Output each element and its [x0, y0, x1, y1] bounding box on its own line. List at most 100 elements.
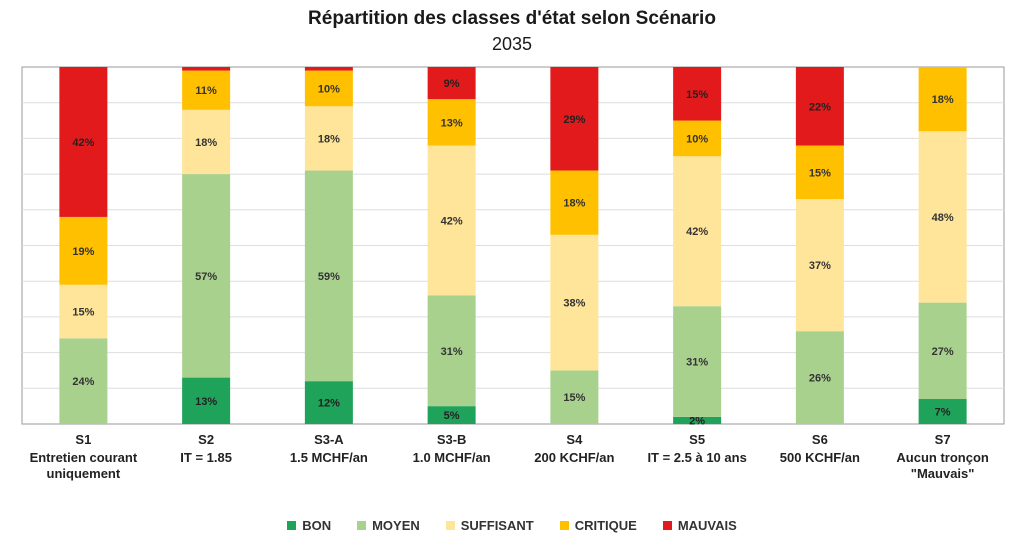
category-desc-s3-a: 1.5 MCHF/an [290, 450, 368, 465]
bar-segment-moyen-s4 [550, 370, 599, 424]
bar-segment-moyen-s7 [918, 302, 967, 400]
category-desc-s7: Aucun tronçon [896, 450, 988, 465]
bar-segment-critique-s5 [673, 120, 722, 157]
data-label-mauvais-s3-b: 9% [444, 78, 460, 90]
legend-item-critique: CRITIQUE [559, 518, 637, 533]
bar-segment-suffisant-s3-b [427, 145, 476, 296]
bar-segment-critique-s2 [182, 70, 231, 110]
category-desc-s4: 200 KCHF/an [534, 450, 614, 465]
bar-segment-mauvais-s3-b [427, 67, 476, 100]
data-label-suffisant-s3-a: 18% [318, 133, 340, 145]
legend-label: MOYEN [372, 518, 420, 533]
bar-segment-suffisant-s7 [918, 131, 967, 303]
legend-item-moyen: MOYEN [357, 518, 420, 533]
legend-label: SUFFISANT [460, 518, 534, 533]
chart-title: Répartition des classes d'état selon Scé… [308, 8, 716, 29]
data-label-suffisant-s1: 15% [72, 307, 94, 319]
data-label-moyen-s1: 24% [72, 376, 94, 388]
category-code-s7: S7 [935, 432, 951, 447]
bar-segment-bon-s3-b [427, 406, 476, 424]
category-desc-s1: Entretien courant [30, 450, 138, 465]
chart-subtitle: 2035 [491, 34, 533, 54]
data-label-suffisant-s2: 18% [195, 137, 217, 149]
bar-segment-suffisant-s5 [673, 156, 722, 307]
category-code-s3-a: S3-A [314, 432, 344, 447]
data-label-critique-s1: 19% [72, 246, 94, 258]
bar-segment-mauvais-s4 [550, 67, 599, 171]
data-label-moyen-s2: 57% [195, 271, 217, 283]
legend-swatch [445, 521, 455, 530]
bar-segment-moyen-s3-a [304, 170, 353, 382]
legend-item-bon: BON [287, 518, 331, 533]
legend-label: MAUVAIS [677, 518, 737, 533]
category-desc-s3-b: 1.0 MCHF/an [413, 450, 491, 465]
bar-segment-suffisant-s6 [795, 199, 844, 332]
category-code-s2: S2 [198, 432, 214, 447]
bar-segment-critique-s6 [795, 145, 844, 200]
category-desc-s7: "Mauvais" [911, 466, 975, 481]
data-label-mauvais-s1: 42% [72, 137, 94, 149]
data-label-moyen-s7: 27% [932, 346, 954, 358]
bar-segment-moyen-s2 [182, 174, 231, 378]
stacked-bar-chart: 24% 15% 19% 42% S1 Entretien courantuniquemen… [21, 66, 1005, 481]
bar-segment-bon-s2 [182, 377, 231, 424]
legend-swatch [559, 521, 569, 530]
bar-segment-mauvais-s5 [673, 67, 722, 121]
bar-segment-critique-s4 [550, 170, 599, 235]
data-label-suffisant-s5: 42% [686, 226, 708, 238]
data-label-moyen-s3-b: 31% [441, 346, 463, 358]
bar-segment-mauvais-s1 [59, 67, 108, 217]
bar-segment-moyen-s5 [673, 306, 722, 417]
bar-segment-moyen-s6 [795, 331, 844, 424]
data-label-suffisant-s3-b: 42% [441, 216, 463, 228]
data-label-bon-s5: 2% [689, 415, 705, 427]
data-label-critique-s3-a: 10% [318, 83, 340, 95]
data-label-critique-s2: 11% [195, 85, 217, 97]
bar-segment-critique-s7 [918, 67, 967, 132]
category-desc-s5: IT = 2.5 à 10 ans [647, 450, 746, 465]
bar-segment-bon-s3-a [304, 381, 353, 424]
bar-segment-moyen-s3-b [427, 295, 476, 407]
bar-segment-suffisant-s2 [182, 109, 231, 175]
bar-segment-mauvais-s6 [795, 67, 844, 146]
data-label-suffisant-s6: 37% [809, 260, 831, 272]
data-label-critique-s6: 15% [809, 167, 831, 179]
category-code-s5: S5 [689, 432, 705, 447]
bar-segment-critique-s1 [59, 216, 108, 285]
data-label-bon-s7: 7% [935, 407, 951, 419]
bar-segment-suffisant-s1 [59, 284, 108, 339]
bar-segment-suffisant-s4 [550, 234, 599, 371]
legend-label: CRITIQUE [574, 518, 637, 533]
data-label-critique-s4: 18% [563, 198, 585, 210]
data-label-bon-s3-b: 5% [444, 410, 460, 422]
data-label-mauvais-s4: 29% [563, 114, 585, 126]
data-label-bon-s2: 13% [195, 396, 217, 408]
chart-legend: BON MOYEN SUFFISANT CRITIQUE MAUVAIS [0, 518, 1024, 533]
category-code-s1: S1 [75, 432, 91, 447]
data-label-critique-s7: 18% [932, 94, 954, 106]
data-label-moyen-s4: 15% [563, 392, 585, 404]
bar-segment-moyen-s1 [59, 338, 108, 424]
data-label-critique-s5: 10% [686, 133, 708, 145]
category-code-s4: S4 [566, 432, 583, 447]
data-label-moyen-s5: 31% [686, 357, 708, 369]
legend-item-suffisant: SUFFISANT [445, 518, 534, 533]
data-label-mauvais-s6: 22% [809, 101, 831, 113]
data-label-critique-s3-b: 13% [441, 117, 463, 129]
bar-segment-bon-s5 [673, 416, 722, 424]
legend-item-mauvais: MAUVAIS [662, 518, 737, 533]
bar-segment-bon-s7 [918, 399, 967, 424]
bar-segment-critique-s3-b [427, 99, 476, 146]
legend-label: BON [302, 518, 332, 533]
bar-segment-suffisant-s3-a [304, 106, 353, 171]
category-desc-s2: IT = 1.85 [180, 450, 232, 465]
category-code-s6: S6 [812, 432, 828, 447]
data-label-bon-s3-a: 12% [318, 398, 340, 410]
data-label-mauvais-s5: 15% [686, 89, 708, 101]
legend-swatch [357, 521, 367, 530]
data-label-moyen-s3-a: 59% [318, 271, 340, 283]
bar-segment-mauvais-s3-a [304, 67, 353, 71]
category-desc-s1: uniquement [47, 466, 121, 481]
bar-segment-critique-s3-a [304, 70, 353, 107]
data-label-suffisant-s4: 38% [563, 298, 585, 310]
